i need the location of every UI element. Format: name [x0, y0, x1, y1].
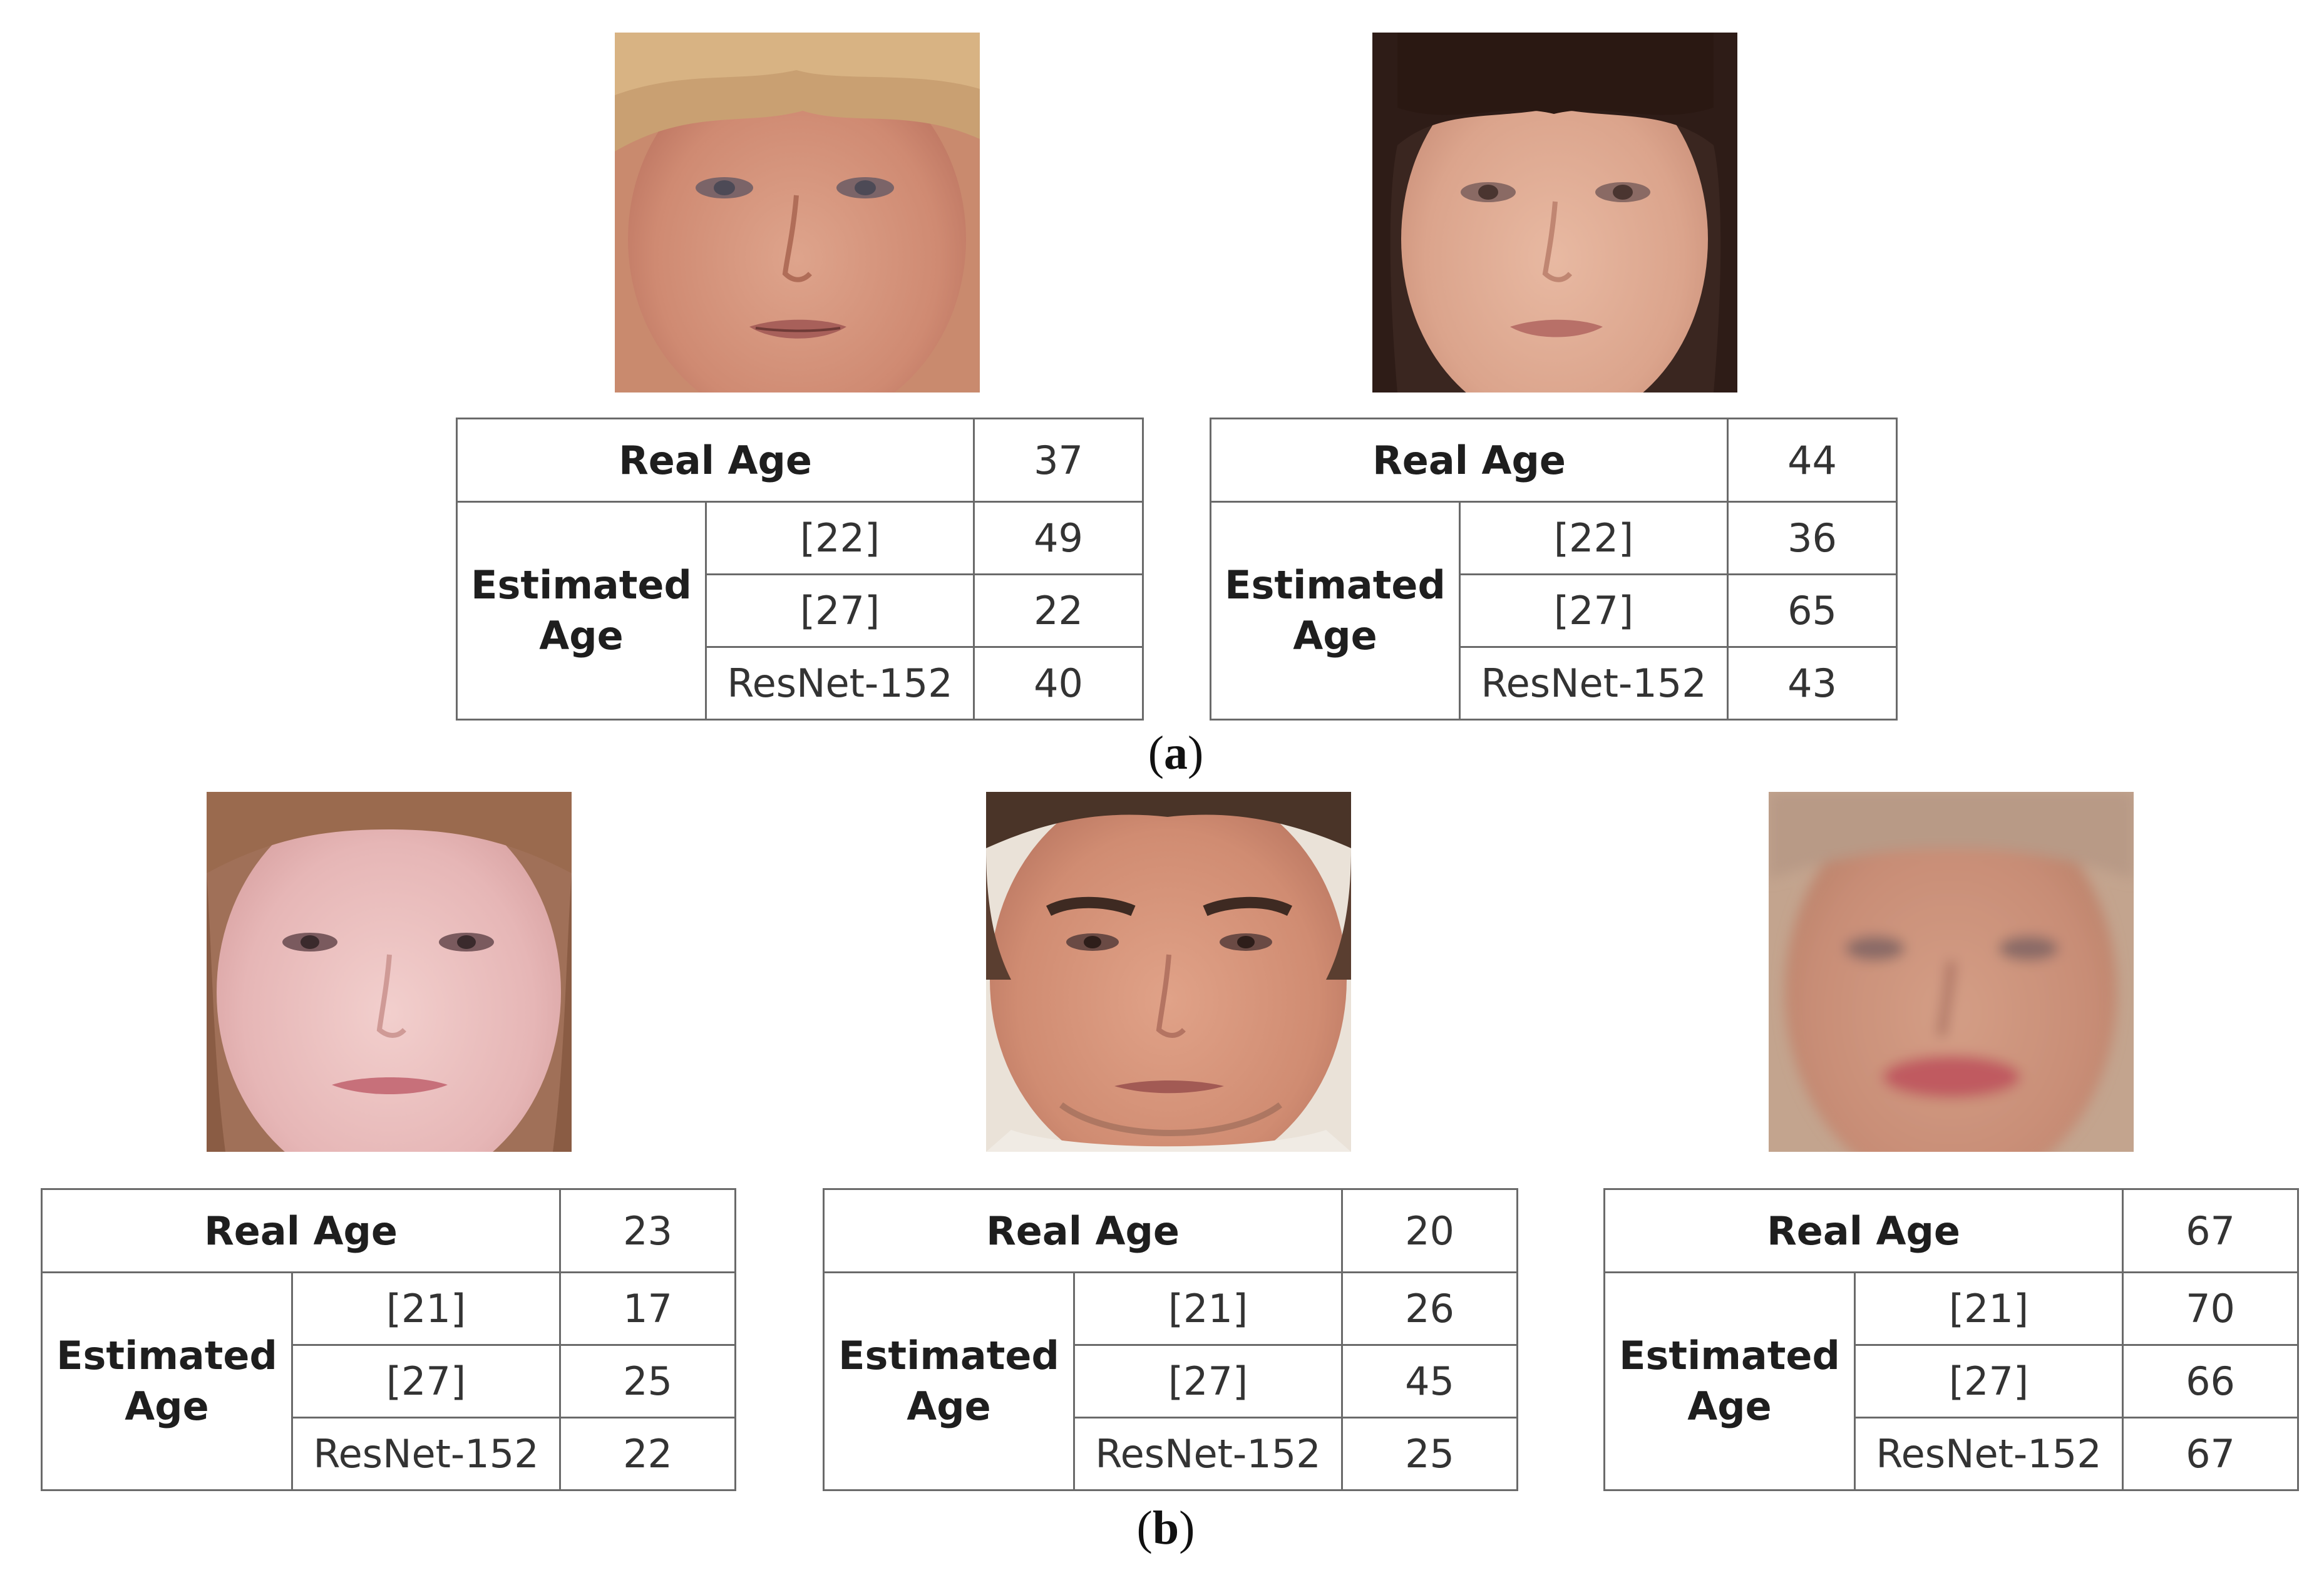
method-name: ResNet-152 [704, 646, 975, 721]
face-photo-woman-dark-hair [1372, 33, 1737, 392]
estimated-age-value: 66 [2122, 1344, 2300, 1418]
estimated-age-value: 70 [2122, 1271, 2300, 1346]
face-photo-older-person-blurred [1769, 792, 2134, 1152]
estimated-age-value: 17 [559, 1271, 737, 1346]
estimated-age-value: 49 [973, 501, 1144, 575]
estimated-age-value: 43 [1727, 646, 1898, 721]
real-age-value: 20 [1341, 1188, 1519, 1273]
real-age-label: Real Age [1603, 1188, 2124, 1273]
age-table: Real Age 20 Estimated Age [21] 26 [27] 4… [822, 1188, 1519, 1491]
estimated-age-value: 26 [1341, 1271, 1519, 1346]
method-name: ResNet-152 [1072, 1417, 1344, 1491]
caption-a: (a) [1148, 727, 1204, 779]
estimated-age-value: 22 [973, 573, 1144, 648]
estimated-age-value: 40 [973, 646, 1144, 721]
method-name: ResNet-152 [1853, 1417, 2124, 1491]
real-age-value: 23 [559, 1188, 737, 1273]
estimated-age-value: 22 [559, 1417, 737, 1491]
estimated-age-label: Estimated Age [456, 501, 707, 721]
real-age-label: Real Age [455, 418, 975, 503]
method-name: [27] [290, 1344, 562, 1418]
real-age-label: Real Age [40, 1188, 562, 1273]
age-table: Real Age 44 Estimated Age [22] 36 [27] 6… [1209, 418, 1898, 721]
age-table: Real Age 37 Estimated Age [22] 49 [27] 2… [455, 418, 1144, 721]
method-name: ResNet-152 [290, 1417, 562, 1491]
method-name: [27] [1853, 1344, 2124, 1418]
real-age-label: Real Age [1209, 418, 1729, 503]
estimated-age-label: Estimated Age [1210, 501, 1461, 721]
estimated-age-value: 36 [1727, 501, 1898, 575]
estimated-age-value: 25 [559, 1344, 737, 1418]
method-name: [22] [1458, 501, 1729, 575]
real-age-label: Real Age [822, 1188, 1344, 1273]
method-name: [21] [1853, 1271, 2124, 1346]
estimated-age-value: 65 [1727, 573, 1898, 648]
estimated-age-label: Estimated Age [823, 1271, 1075, 1491]
method-name: ResNet-152 [1458, 646, 1729, 721]
face-photo-woman-blonde [615, 33, 980, 392]
method-name: [27] [1458, 573, 1729, 648]
face-photo-young-man [986, 792, 1351, 1152]
caption-b: (b) [1136, 1502, 1195, 1554]
method-name: [22] [704, 501, 975, 575]
face-photo-young-woman [207, 792, 572, 1152]
estimated-age-value: 45 [1341, 1344, 1519, 1418]
method-name: [21] [290, 1271, 562, 1346]
method-name: [21] [1072, 1271, 1344, 1346]
estimated-age-label: Estimated Age [1603, 1271, 1856, 1491]
estimated-age-label: Estimated Age [41, 1271, 293, 1491]
method-name: [27] [1072, 1344, 1344, 1418]
estimated-age-value: 25 [1341, 1417, 1519, 1491]
method-name: [27] [704, 573, 975, 648]
age-table: Real Age 23 Estimated Age [21] 17 [27] 2… [40, 1188, 737, 1491]
estimated-age-value: 67 [2122, 1417, 2300, 1491]
real-age-value: 44 [1727, 418, 1898, 503]
age-table: Real Age 67 Estimated Age [21] 70 [27] 6… [1603, 1188, 2300, 1491]
real-age-value: 67 [2122, 1188, 2300, 1273]
real-age-value: 37 [973, 418, 1144, 503]
